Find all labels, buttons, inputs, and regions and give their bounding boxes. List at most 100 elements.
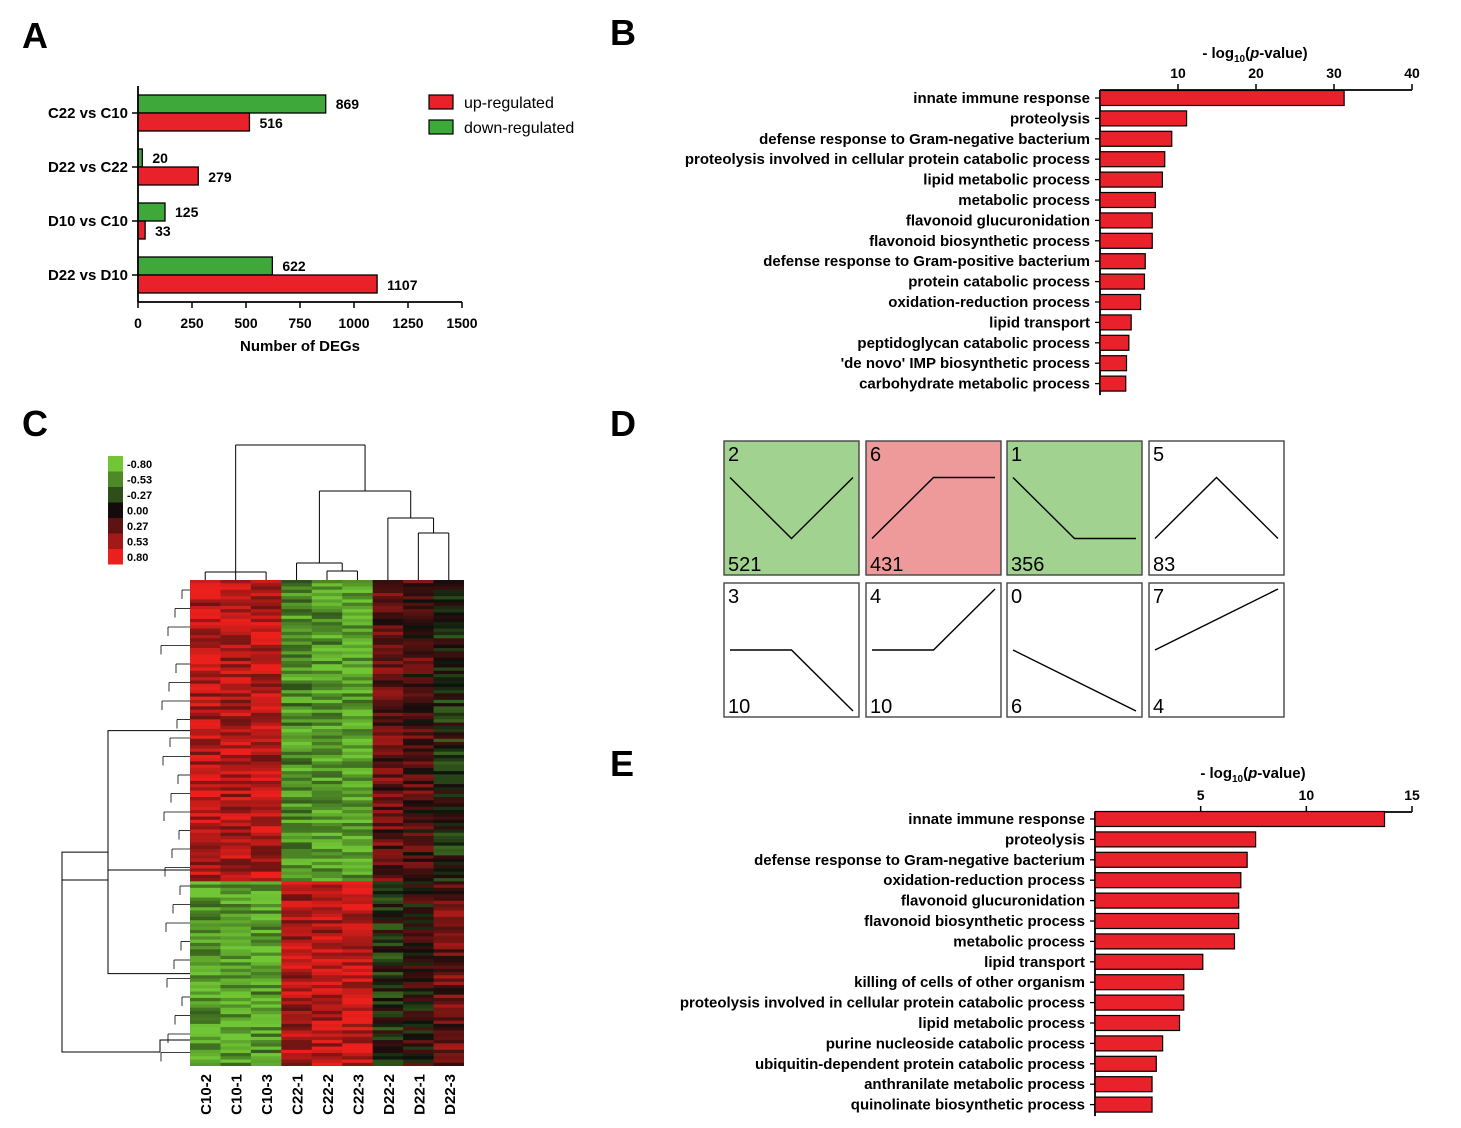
heatmap-cell	[342, 605, 374, 610]
profile-line	[1012, 649, 1137, 712]
heatmap-cell	[433, 784, 464, 788]
heatmap-cell	[190, 586, 222, 591]
heatmap-cell	[372, 644, 404, 649]
heatmap-cell	[342, 648, 374, 652]
heatmap-cell	[311, 648, 343, 652]
heatmap-cell	[433, 661, 464, 665]
heatmap-cell	[311, 680, 343, 685]
heatmap-cell	[281, 861, 313, 866]
heatmap-cell	[220, 605, 252, 610]
heatmap-cell	[433, 894, 464, 899]
heatmap-cell	[281, 661, 313, 665]
y-tick-label: proteolysis	[1005, 831, 1085, 848]
heatmap-cell	[311, 845, 343, 850]
heatmap-cell	[342, 787, 374, 792]
profile-count: 6	[1011, 696, 1022, 718]
heatmap-cell	[281, 680, 313, 685]
heatmap-cell	[342, 628, 374, 633]
heatmap-cell	[250, 605, 282, 610]
heatmap-cell	[220, 839, 252, 844]
heatmap-cell	[403, 1014, 435, 1018]
bar	[1094, 953, 1204, 970]
heatmap-cell	[311, 609, 343, 613]
heatmap-cell	[281, 829, 313, 834]
heatmap-cell	[190, 1007, 222, 1012]
heatmap-cell	[281, 981, 313, 986]
heatmap-cell	[190, 677, 222, 682]
heatmap-cell	[342, 1043, 374, 1048]
heatmap-cell	[281, 797, 313, 801]
heatmap-cell	[281, 667, 313, 672]
heatmap-cell	[311, 904, 343, 908]
heatmap-cell	[220, 635, 252, 639]
heatmap-cell	[433, 942, 464, 947]
heatmap-cell	[433, 706, 464, 711]
bar-down-regulated	[137, 202, 166, 222]
heatmap-cell	[433, 712, 464, 717]
heatmap-cell	[250, 732, 282, 737]
heatmap-cell	[311, 635, 343, 639]
heatmap-cell	[281, 810, 313, 814]
heatmap-cell	[250, 638, 282, 643]
heatmap-cell	[220, 661, 252, 665]
heatmap-cell	[342, 878, 374, 882]
heatmap-cell	[250, 774, 282, 779]
heatmap-cell	[403, 706, 435, 711]
y-tick-label: 'de novo' IMP biosynthetic process	[841, 355, 1090, 372]
heatmap-cell	[372, 806, 404, 811]
heatmap-cell	[250, 648, 282, 652]
heatmap-cell	[250, 959, 282, 963]
heatmap-cell	[220, 842, 252, 847]
heatmap-cell	[281, 677, 313, 682]
heatmap-cell	[250, 580, 282, 584]
bar	[1099, 293, 1142, 311]
heatmap-cell	[311, 962, 343, 967]
heatmap-cell	[281, 904, 313, 908]
heatmap-cell	[342, 592, 374, 597]
heatmap-cell	[311, 810, 343, 814]
heatmap-cell	[403, 891, 435, 895]
heatmap-cell	[190, 735, 222, 740]
heatmap-cell	[220, 667, 252, 672]
heatmap-cell	[311, 829, 343, 834]
heatmap-cell	[342, 897, 374, 902]
heatmap-cell	[433, 677, 464, 682]
y-tick-label: anthranilate metabolic process	[864, 1076, 1085, 1093]
heatmap-cell	[342, 988, 374, 993]
heatmap-cell	[220, 1059, 252, 1064]
bar	[1099, 110, 1188, 127]
heatmap-cell	[433, 816, 464, 821]
heatmap-cell	[433, 1014, 464, 1018]
heatmap-cell	[433, 767, 464, 772]
heatmap-cell	[311, 858, 343, 863]
heatmap-cell	[372, 813, 404, 818]
heatmap-cell	[250, 767, 282, 772]
heatmap-cell	[403, 994, 435, 999]
heatmap-cell	[220, 904, 252, 908]
heatmap-cell	[372, 839, 404, 844]
heatmap-cell	[220, 991, 252, 996]
heatmap-cell	[220, 683, 252, 688]
heatmap-cell	[433, 1017, 464, 1022]
heatmap-cell	[190, 929, 222, 934]
bar	[1094, 810, 1386, 828]
heatmap-cell	[220, 1020, 252, 1025]
bar	[1094, 1096, 1153, 1113]
heatmap-cell	[250, 907, 282, 912]
heatmap-cell	[342, 865, 374, 869]
heatmap-cell	[342, 797, 374, 801]
heatmap-cell	[281, 709, 313, 714]
heatmap-cell	[372, 994, 404, 999]
heatmap-cell	[250, 878, 282, 882]
heatmap-cell	[311, 693, 343, 698]
heatmap-cell	[281, 845, 313, 850]
heatmap-cell	[433, 777, 464, 782]
heatmap-cell	[220, 923, 252, 928]
heatmap-cell	[372, 968, 404, 973]
heatmap-cell	[190, 638, 222, 643]
heatmap-cell	[372, 709, 404, 714]
heatmap-cell	[403, 651, 435, 656]
heatmap-cell	[311, 978, 343, 983]
heatmap-cell	[433, 823, 464, 827]
heatmap-cell	[433, 745, 464, 750]
